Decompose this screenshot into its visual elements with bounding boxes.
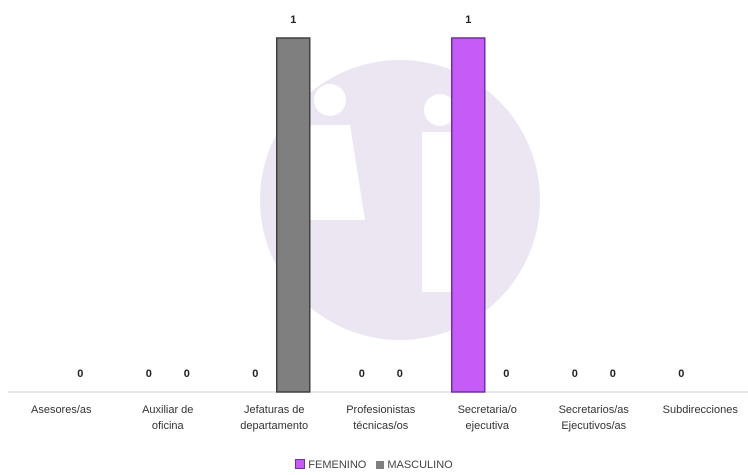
x-tick-label: Auxiliar de oficina — [142, 404, 194, 432]
data-label: 0 — [184, 368, 190, 380]
legend-item: MASCULINO — [376, 459, 453, 471]
data-label: 1 — [290, 14, 296, 26]
legend-item: FEMENINO — [295, 459, 366, 471]
x-tick-label: Asesores/as — [30, 404, 92, 416]
x-tick-label: Subdirecciones — [662, 404, 738, 416]
legend-label: MASCULINO — [387, 459, 453, 471]
legend: FEMENINO MASCULINO — [0, 459, 748, 471]
figure-body — [295, 125, 365, 220]
x-tick-label: Secretaria/o ejecutiva — [457, 404, 517, 432]
figure-head — [424, 94, 456, 126]
data-label: 0 — [397, 368, 403, 380]
legend-label: FEMENINO — [308, 459, 367, 471]
x-tick-label: Profesionistas técnicas/os — [346, 404, 416, 432]
legend-swatch — [376, 461, 385, 469]
bar — [451, 37, 486, 393]
data-label: 0 — [77, 368, 83, 380]
figure-head — [314, 84, 346, 116]
data-label: 0 — [359, 368, 365, 380]
data-label: 1 — [465, 14, 471, 26]
x-tick-label: Secretarios/as Ejecutivos/as — [558, 404, 629, 432]
legend-swatch — [295, 459, 306, 469]
data-label: 0 — [678, 368, 684, 380]
x-tick-label: Jefaturas de departamento — [240, 404, 309, 432]
data-label: 0 — [572, 368, 578, 380]
data-label: 0 — [252, 368, 258, 380]
data-label: 0 — [610, 368, 616, 380]
data-label: 0 — [146, 368, 152, 380]
bar — [276, 37, 311, 393]
data-label: 0 — [503, 368, 509, 380]
